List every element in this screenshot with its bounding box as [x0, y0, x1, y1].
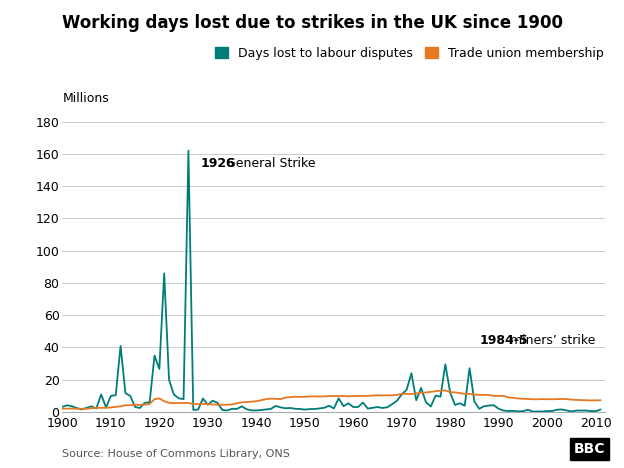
Text: General Strike: General Strike: [222, 157, 316, 170]
Text: Millions: Millions: [62, 92, 109, 105]
Text: BBC: BBC: [574, 442, 605, 456]
Text: 1984-5: 1984-5: [479, 335, 528, 347]
Text: miners’ strike: miners’ strike: [506, 335, 595, 347]
Legend: Days lost to labour disputes, Trade union membership: Days lost to labour disputes, Trade unio…: [215, 47, 603, 60]
Text: Source: House of Commons Library, ONS: Source: House of Commons Library, ONS: [62, 449, 290, 459]
Text: Working days lost due to strikes in the UK since 1900: Working days lost due to strikes in the …: [62, 14, 563, 32]
Text: 1926: 1926: [200, 157, 235, 170]
